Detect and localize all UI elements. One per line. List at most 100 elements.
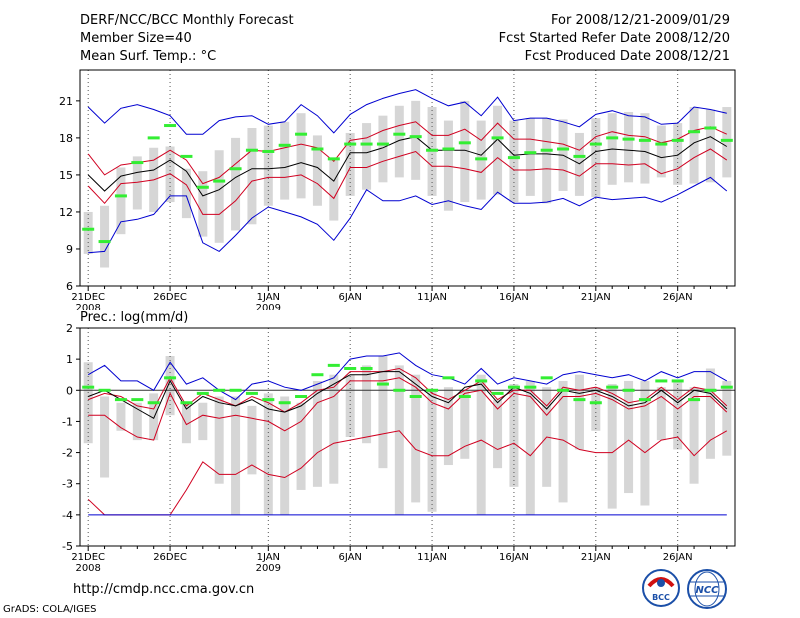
spread-box xyxy=(509,384,519,487)
spread-box xyxy=(591,118,601,198)
x-tick-label: 6JAN xyxy=(338,552,361,563)
y-tick-label: -1 xyxy=(62,415,73,428)
spread-box xyxy=(231,396,241,515)
x-tick-label: 16JAN xyxy=(499,552,529,563)
bcc-logo-text: BCC xyxy=(652,593,670,602)
spread-box xyxy=(263,125,273,206)
plot-frame xyxy=(79,69,736,287)
spread-box xyxy=(689,107,699,184)
spread-box xyxy=(378,356,388,469)
x-tick-year: 2008 xyxy=(75,563,100,574)
spread-box xyxy=(493,399,503,469)
footer-credit: GrADS: COLA/IGES xyxy=(3,604,97,615)
x-tick-label: 6JAN xyxy=(338,292,361,303)
spread-box xyxy=(493,105,503,195)
series-line-median xyxy=(87,136,728,197)
spread-box xyxy=(443,387,453,466)
precip-title: Prec.: log(mm/d) xyxy=(80,310,188,325)
spread-box xyxy=(673,380,683,450)
y-tick-label: 12 xyxy=(59,206,73,219)
spread-box xyxy=(247,405,257,475)
spread-box xyxy=(558,380,568,503)
spread-box xyxy=(345,132,355,196)
spread-box xyxy=(394,105,404,178)
spread-box xyxy=(198,171,208,237)
x-tick-label: 26DEC xyxy=(153,292,187,303)
spread-box xyxy=(411,100,421,180)
series-line-q25 xyxy=(87,148,728,215)
spread-box xyxy=(542,118,552,204)
spread-box xyxy=(247,128,257,225)
spread-box xyxy=(656,125,666,178)
spread-box xyxy=(705,368,715,459)
spread-box xyxy=(525,118,535,196)
spread-box xyxy=(640,380,650,506)
spread-box xyxy=(132,402,142,441)
x-tick-label: 26DEC xyxy=(153,552,187,563)
series-line-median xyxy=(88,371,728,420)
header-produced-date: Fcst Produced Date 2008/12/21 xyxy=(524,49,730,64)
spread-box xyxy=(280,396,290,515)
spread-box xyxy=(574,132,584,196)
y-tick-label: -3 xyxy=(62,478,73,491)
y-tick-label: 1 xyxy=(66,353,73,366)
header-start-date: Fcst Started Refer Date 2008/12/20 xyxy=(498,31,730,46)
spread-box xyxy=(280,121,290,200)
ncc-logo: NCC xyxy=(687,569,727,609)
series-line-min xyxy=(87,430,728,516)
spread-box xyxy=(624,111,634,183)
bcc-logo: BCC xyxy=(642,569,680,607)
footer-url[interactable]: http://cmdp.ncc.cma.gov.cn xyxy=(73,582,255,597)
spread-box xyxy=(312,135,322,206)
spread-box xyxy=(574,374,584,450)
spread-box xyxy=(705,109,715,183)
x-tick-year: 2009 xyxy=(256,303,281,310)
spread-box xyxy=(722,107,732,178)
x-tick-year: 2008 xyxy=(75,303,100,310)
plot-frame xyxy=(79,327,736,547)
spread-box xyxy=(624,380,634,494)
spread-box xyxy=(296,402,306,490)
header-title: DERF/NCC/BCC Monthly Forecast xyxy=(80,13,294,28)
spread-box xyxy=(329,157,339,221)
x-tick-label: 16JAN xyxy=(499,292,529,303)
y-tick-label: 15 xyxy=(59,169,73,182)
spread-box xyxy=(83,211,93,254)
spread-box xyxy=(214,150,224,243)
spread-box xyxy=(263,393,273,515)
x-tick-label: 26JAN xyxy=(663,292,693,303)
y-tick-label: 9 xyxy=(66,243,73,256)
spread-box xyxy=(100,205,110,268)
spread-box xyxy=(198,402,208,441)
header-forecast-period: For 2008/12/21-2009/01/29 xyxy=(551,13,730,28)
spread-box xyxy=(640,113,650,184)
spread-box xyxy=(476,374,486,515)
y-tick-label: 2 xyxy=(66,322,73,335)
y-tick-label: -4 xyxy=(62,509,73,522)
spread-box xyxy=(362,123,372,190)
y-tick-label: 21 xyxy=(59,95,73,108)
spread-box xyxy=(214,396,224,484)
series-line-q25 xyxy=(88,377,728,441)
spread-box xyxy=(100,396,110,478)
spread-box xyxy=(607,384,617,509)
spread-box xyxy=(296,113,306,199)
ncc-logo-text: NCC xyxy=(695,585,719,596)
spread-box xyxy=(427,390,437,512)
y-tick-label: 0 xyxy=(66,384,73,397)
spread-box xyxy=(181,402,191,444)
spread-box xyxy=(231,137,241,231)
spread-box xyxy=(181,168,191,219)
spread-box xyxy=(132,156,142,210)
spread-box xyxy=(722,380,732,456)
spread-box xyxy=(345,374,355,437)
series-line-max xyxy=(87,352,728,401)
spread-box xyxy=(165,356,175,416)
series-line-max xyxy=(87,89,727,135)
header-member-size: Member Size=40 xyxy=(80,31,192,46)
spread-box xyxy=(312,380,322,487)
spread-box xyxy=(460,390,470,459)
series-line-q75 xyxy=(88,367,728,413)
x-tick-label: 11JAN xyxy=(417,552,447,563)
